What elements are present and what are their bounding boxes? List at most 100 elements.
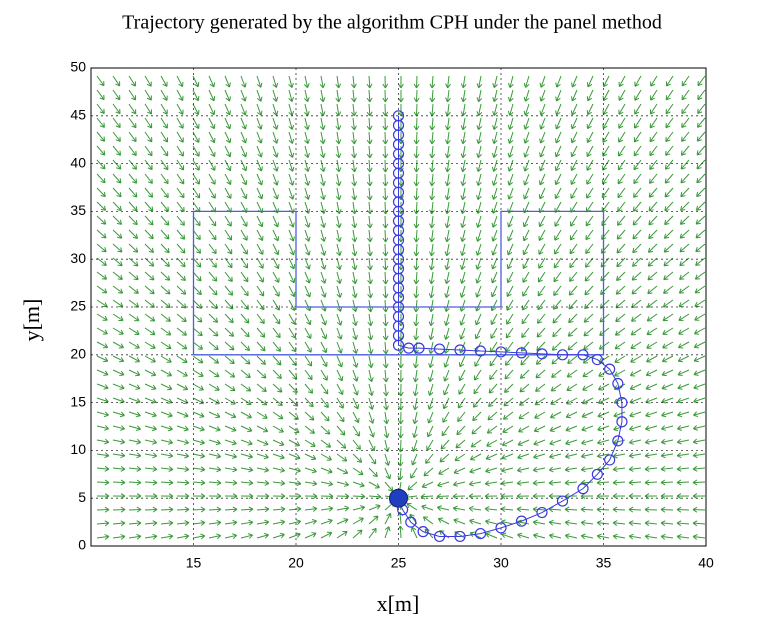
field-arrow bbox=[582, 369, 594, 378]
field-arrow bbox=[469, 467, 482, 474]
field-arrow bbox=[552, 299, 562, 310]
field-arrow bbox=[523, 131, 530, 144]
field-arrow bbox=[96, 215, 107, 225]
field-arrow bbox=[176, 341, 188, 350]
field-arrow bbox=[586, 75, 594, 88]
field-arrow bbox=[397, 525, 404, 539]
field-arrow bbox=[128, 438, 142, 445]
field-arrow bbox=[160, 201, 170, 212]
field-arrow bbox=[533, 425, 546, 433]
field-arrow bbox=[304, 159, 311, 172]
field-arrow bbox=[681, 131, 690, 142]
field-arrow bbox=[397, 383, 404, 397]
field-arrow bbox=[413, 313, 420, 327]
field-arrow bbox=[192, 229, 201, 240]
field-arrow bbox=[304, 145, 310, 158]
field-arrow bbox=[224, 369, 236, 378]
field-arrow bbox=[208, 299, 218, 310]
field-arrow bbox=[664, 173, 674, 184]
field-arrow bbox=[319, 75, 326, 89]
field-arrow bbox=[192, 411, 205, 418]
field-arrow bbox=[564, 519, 578, 526]
field-arrow bbox=[336, 355, 343, 368]
field-arrow bbox=[460, 131, 467, 145]
field-arrow bbox=[570, 145, 578, 158]
field-arrow bbox=[240, 493, 254, 500]
trajectory-line bbox=[398, 115, 623, 537]
field-arrow bbox=[351, 187, 358, 201]
field-arrow bbox=[523, 159, 530, 172]
field-arrow bbox=[634, 103, 642, 115]
field-arrow bbox=[224, 355, 235, 365]
field-arrow bbox=[256, 519, 270, 526]
field-arrow bbox=[599, 313, 610, 323]
field-arrow bbox=[288, 159, 295, 172]
field-arrow bbox=[398, 89, 404, 103]
field-arrow bbox=[256, 453, 269, 460]
field-arrow bbox=[660, 438, 674, 445]
field-arrow bbox=[484, 480, 498, 487]
field-arrow bbox=[224, 243, 233, 255]
field-arrow bbox=[538, 229, 546, 241]
field-arrow bbox=[429, 159, 436, 173]
field-arrow bbox=[456, 425, 466, 436]
field-arrow bbox=[600, 285, 610, 296]
field-arrow bbox=[474, 355, 482, 367]
field-arrow bbox=[128, 466, 142, 472]
field-arrow bbox=[677, 369, 690, 377]
field-arrow bbox=[352, 313, 358, 327]
field-arrow bbox=[303, 89, 310, 103]
field-arrow bbox=[336, 518, 349, 525]
field-arrow bbox=[192, 313, 203, 323]
field-arrow bbox=[368, 493, 382, 500]
field-arrow bbox=[304, 271, 311, 284]
field-arrow bbox=[272, 215, 280, 228]
field-arrow bbox=[665, 89, 674, 101]
field-arrow bbox=[581, 425, 594, 432]
field-arrow bbox=[413, 355, 419, 369]
field-arrow bbox=[128, 327, 140, 335]
field-arrow bbox=[476, 173, 482, 186]
field-arrow bbox=[96, 479, 110, 486]
field-arrow bbox=[128, 89, 137, 101]
field-arrow bbox=[630, 327, 642, 336]
field-arrow bbox=[128, 452, 142, 459]
field-arrow bbox=[397, 453, 404, 467]
field-arrow bbox=[628, 520, 642, 527]
field-arrow bbox=[320, 383, 329, 395]
field-arrow bbox=[272, 75, 279, 88]
field-arrow bbox=[192, 117, 200, 129]
field-arrow bbox=[208, 173, 216, 185]
field-arrow bbox=[648, 201, 658, 212]
field-arrow bbox=[630, 313, 642, 322]
field-arrow bbox=[288, 480, 302, 487]
field-arrow bbox=[208, 327, 219, 337]
field-arrow bbox=[507, 215, 514, 228]
field-arrow bbox=[517, 532, 530, 539]
field-arrow bbox=[628, 466, 642, 472]
field-arrow bbox=[224, 271, 233, 282]
field-arrow bbox=[459, 341, 466, 354]
field-arrow bbox=[351, 145, 357, 159]
field-arrow bbox=[413, 327, 420, 341]
field-arrow bbox=[454, 453, 466, 462]
field-arrow bbox=[367, 341, 374, 355]
field-arrow bbox=[160, 131, 169, 143]
field-arrow bbox=[410, 467, 418, 479]
field-arrow bbox=[144, 201, 154, 212]
field-arrow bbox=[144, 411, 157, 418]
field-arrow bbox=[288, 493, 302, 500]
field-arrow bbox=[516, 506, 530, 513]
field-arrow bbox=[382, 215, 389, 229]
field-arrow bbox=[320, 397, 329, 408]
field-arrow bbox=[490, 327, 498, 339]
field-arrow bbox=[384, 481, 394, 492]
field-arrow bbox=[240, 271, 249, 283]
field-arrow bbox=[382, 117, 389, 131]
field-arrow bbox=[336, 285, 343, 298]
field-arrow bbox=[681, 117, 690, 129]
trajectory-point bbox=[495, 522, 507, 534]
field-arrow bbox=[192, 243, 202, 254]
field-arrow bbox=[288, 383, 298, 394]
field-arrow bbox=[192, 369, 204, 377]
